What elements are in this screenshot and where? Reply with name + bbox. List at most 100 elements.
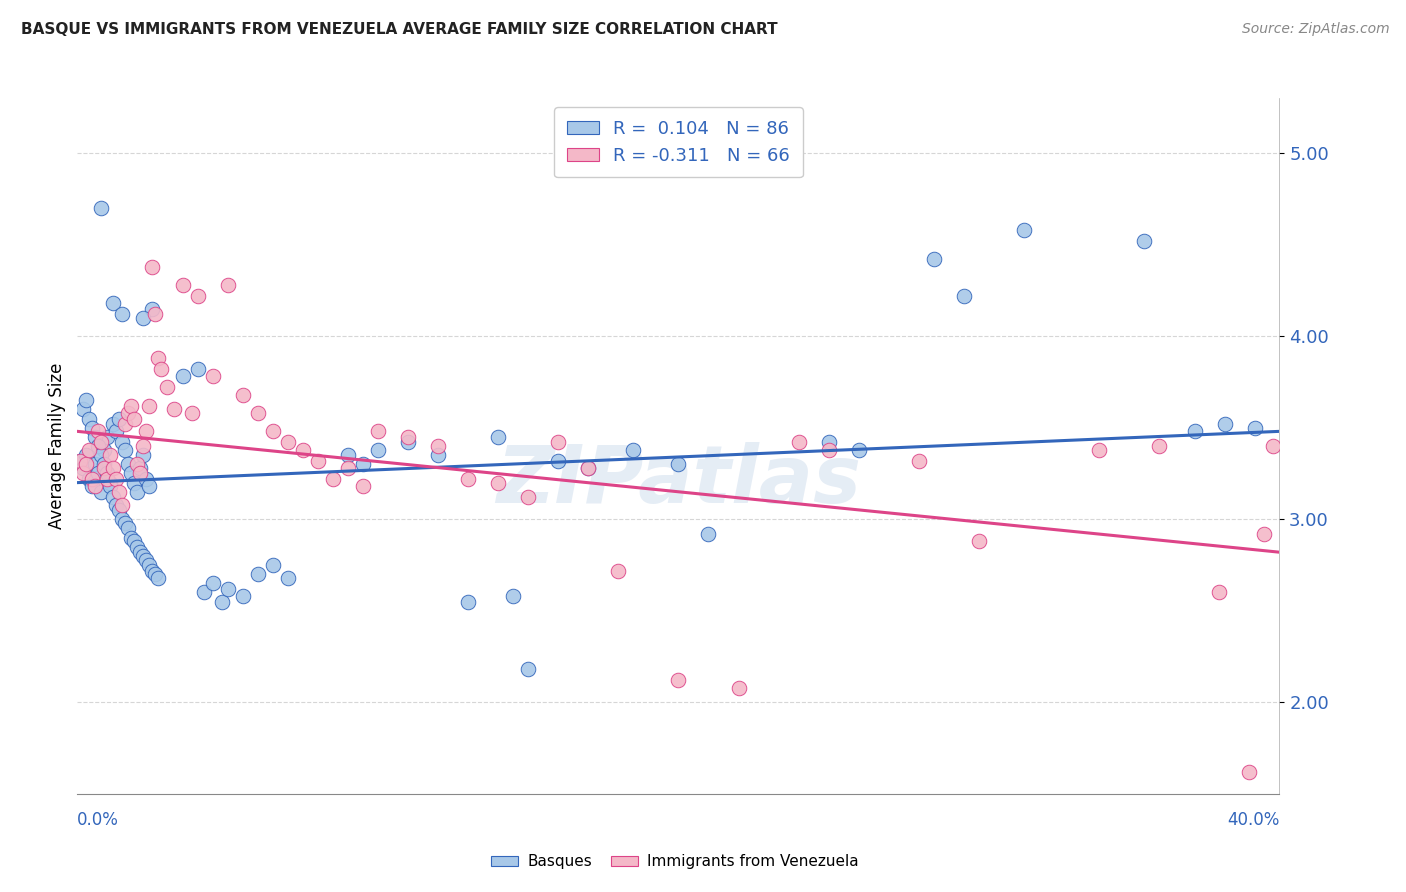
Point [186, 289, 209, 303]
Point [668, 673, 690, 688]
Point [87, 425, 110, 439]
Point [148, 351, 170, 365]
Text: Source: ZipAtlas.com: Source: ZipAtlas.com [1241, 22, 1389, 37]
Point [150, 362, 173, 376]
Point [787, 435, 810, 450]
Point [135, 552, 157, 566]
Point [129, 461, 152, 475]
Point [108, 411, 131, 425]
Point [621, 442, 644, 457]
Point [132, 448, 155, 462]
Point [336, 461, 359, 475]
Point [114, 516, 136, 530]
Point [84, 479, 107, 493]
Point [396, 435, 419, 450]
Point [124, 534, 146, 549]
Point [82, 472, 104, 486]
Point [117, 458, 139, 472]
Point [201, 369, 224, 384]
Point [217, 277, 239, 292]
Point [93, 442, 115, 457]
Point [111, 512, 134, 526]
Point [1208, 585, 1230, 599]
Point [127, 540, 149, 554]
Point [232, 388, 254, 402]
Point [322, 472, 344, 486]
Point [336, 448, 359, 462]
Point [103, 490, 125, 504]
Point [148, 571, 170, 585]
Point [103, 296, 125, 310]
Point [79, 442, 101, 457]
Point [127, 484, 149, 499]
Point [922, 252, 945, 267]
Point [291, 442, 314, 457]
Point [127, 458, 149, 472]
Point [87, 467, 110, 481]
Point [124, 475, 146, 490]
Point [108, 484, 131, 499]
Point [75, 448, 97, 462]
Point [727, 681, 749, 695]
Point [100, 448, 122, 462]
Point [262, 558, 284, 572]
Point [132, 549, 155, 563]
Point [79, 472, 101, 486]
Y-axis label: Average Family Size: Average Family Size [48, 363, 66, 529]
Point [141, 301, 163, 316]
Point [1149, 439, 1171, 453]
Point [502, 589, 524, 603]
Point [1244, 420, 1267, 434]
Point [82, 420, 104, 434]
Point [103, 417, 125, 431]
Point [172, 277, 194, 292]
Point [90, 435, 112, 450]
Point [277, 571, 299, 585]
Point [162, 402, 184, 417]
Point [517, 662, 540, 676]
Point [697, 527, 720, 541]
Point [547, 453, 569, 467]
Point [817, 442, 839, 457]
Point [232, 589, 254, 603]
Point [201, 576, 224, 591]
Point [135, 425, 157, 439]
Text: ZIPatlas: ZIPatlas [496, 442, 860, 520]
Point [84, 458, 107, 472]
Point [111, 498, 134, 512]
Point [145, 307, 167, 321]
Point [120, 467, 142, 481]
Point [108, 503, 131, 517]
Point [186, 362, 209, 376]
Point [607, 564, 630, 578]
Point [132, 439, 155, 453]
Text: 0.0%: 0.0% [77, 811, 120, 829]
Point [96, 430, 118, 444]
Point [129, 467, 152, 481]
Point [93, 458, 115, 472]
Point [72, 402, 94, 417]
Point [848, 442, 870, 457]
Point [1215, 417, 1237, 431]
Point [135, 472, 157, 486]
Point [72, 467, 94, 481]
Point [396, 430, 419, 444]
Point [114, 417, 136, 431]
Point [1088, 442, 1111, 457]
Point [69, 453, 91, 467]
Point [217, 582, 239, 596]
Point [105, 498, 128, 512]
Point [103, 461, 125, 475]
Point [967, 534, 990, 549]
Point [120, 399, 142, 413]
Point [1133, 234, 1156, 248]
Point [75, 458, 97, 472]
Point [117, 521, 139, 535]
Point [517, 490, 540, 504]
Point [105, 425, 128, 439]
Point [145, 567, 167, 582]
Point [100, 475, 122, 490]
Point [87, 439, 110, 453]
Point [262, 425, 284, 439]
Point [817, 435, 839, 450]
